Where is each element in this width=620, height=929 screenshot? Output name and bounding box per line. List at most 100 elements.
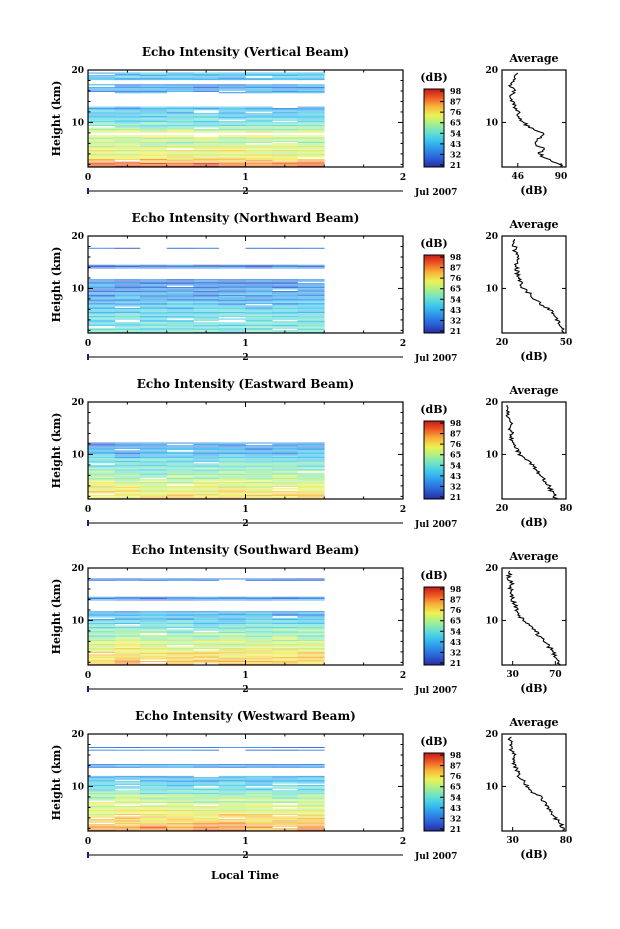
heatmap-cell <box>297 637 325 639</box>
heatmap-cell <box>88 819 116 821</box>
heatmap-cell <box>297 292 325 294</box>
heatmap-cell <box>140 811 168 813</box>
heatmap-cell <box>166 747 194 748</box>
heatmap-cell <box>140 313 168 315</box>
heatmap-cell <box>140 285 168 287</box>
panel-vertical: Echo Intensity (Vertical Beam)Height (km… <box>50 45 567 198</box>
heatmap-cell <box>166 287 194 288</box>
heatmap-cell <box>245 783 273 785</box>
heatmap-cell <box>218 487 246 489</box>
heatmap-cell <box>218 449 246 451</box>
heatmap-cell <box>297 150 325 151</box>
heatmap-cell <box>140 281 168 283</box>
heatmap-cell <box>114 443 141 445</box>
heatmap-cell <box>297 466 325 468</box>
heatmap-cell <box>297 827 325 828</box>
heatmap-cell <box>272 623 298 624</box>
heatmap-cell <box>88 787 116 789</box>
heatmap-cell <box>166 654 194 656</box>
heatmap-cell <box>272 136 298 138</box>
heatmap-cell <box>140 496 168 498</box>
heatmap-cell <box>88 76 116 78</box>
heatmap-cell <box>114 485 141 487</box>
heatmap-cell <box>140 611 168 613</box>
heatmap-cell <box>140 492 168 494</box>
heatmap-cell <box>272 459 298 461</box>
heatmap-cell <box>245 799 273 801</box>
x-tick-label: 2 <box>400 339 406 349</box>
heatmap-cell <box>88 625 116 627</box>
heatmap-cell <box>166 296 194 298</box>
heatmap-cell <box>218 766 246 768</box>
heatmap-cell <box>297 142 325 143</box>
heatmap-cell <box>218 617 246 619</box>
heatmap-cell <box>272 467 298 469</box>
heatmap-cell <box>193 292 219 294</box>
heatmap-cell <box>245 649 273 651</box>
heatmap-cell <box>297 479 325 481</box>
heatmap-cell <box>218 295 246 296</box>
heatmap-cell <box>166 627 194 628</box>
heatmap-cell <box>297 449 325 451</box>
heatmap-cell <box>88 615 116 617</box>
heatmap-cell <box>88 117 116 119</box>
heatmap-cell <box>297 804 325 806</box>
heatmap-cell <box>245 455 273 457</box>
heatmap-cell <box>114 129 141 130</box>
heatmap-cell <box>114 472 141 474</box>
heatmap-cell <box>193 266 219 267</box>
heatmap-cell <box>88 300 116 302</box>
heatmap-cell <box>193 131 219 133</box>
heatmap-cell <box>245 281 273 283</box>
heatmap-cell <box>272 321 298 323</box>
heatmap-cell <box>297 295 325 296</box>
heatmap-cell <box>114 152 141 154</box>
heatmap-cell <box>245 114 273 116</box>
heatmap-cell <box>88 623 116 624</box>
heatmap-cell <box>114 295 141 296</box>
heatmap-cell <box>166 138 194 140</box>
heatmap-cell <box>193 615 219 617</box>
heatmap-cell <box>140 472 168 474</box>
heatmap-cell <box>272 284 298 286</box>
heatmap-cell <box>297 327 325 329</box>
heatmap-cell <box>140 777 168 779</box>
heatmap-cell <box>297 266 325 267</box>
heatmap-cell <box>297 795 325 797</box>
heatmap-cell <box>218 297 246 299</box>
heatmap-cell <box>297 790 325 792</box>
heatmap-cell <box>218 153 246 155</box>
heatmap-cell <box>218 483 246 485</box>
heatmap-cell <box>166 301 194 303</box>
heatmap-cell <box>166 306 194 308</box>
heatmap-cell <box>297 814 325 815</box>
heatmap-cell <box>193 296 219 298</box>
heatmap-cell <box>245 471 273 473</box>
heatmap-cell <box>297 617 325 619</box>
heatmap-cell <box>140 653 168 655</box>
heatmap-cell <box>218 637 246 639</box>
heatmap-cell <box>218 803 246 805</box>
date-axis-day-label: 2 <box>242 187 248 197</box>
heatmap-cell <box>140 644 168 645</box>
heatmap-cell <box>245 616 273 618</box>
date-axis-month-label: Jul 2007 <box>414 686 457 696</box>
heatmap-cell <box>218 829 246 831</box>
heatmap-cell <box>297 659 325 661</box>
x-tick-label: 1 <box>242 505 248 515</box>
profile-line <box>505 570 561 666</box>
heatmap-cell <box>88 616 116 618</box>
heatmap-cell <box>272 151 298 153</box>
heatmap-cell <box>272 119 298 121</box>
heatmap-cell <box>140 807 168 809</box>
heatmap-cell <box>88 630 116 632</box>
heatmap-cell <box>88 122 116 124</box>
heatmap-cell <box>140 799 168 801</box>
heatmap-cell <box>193 616 219 618</box>
heatmap-cell <box>272 298 298 300</box>
heatmap-cell <box>140 111 168 113</box>
heatmap-cell <box>88 599 116 601</box>
heatmap-cell <box>193 247 219 249</box>
heatmap-cell <box>140 123 168 125</box>
